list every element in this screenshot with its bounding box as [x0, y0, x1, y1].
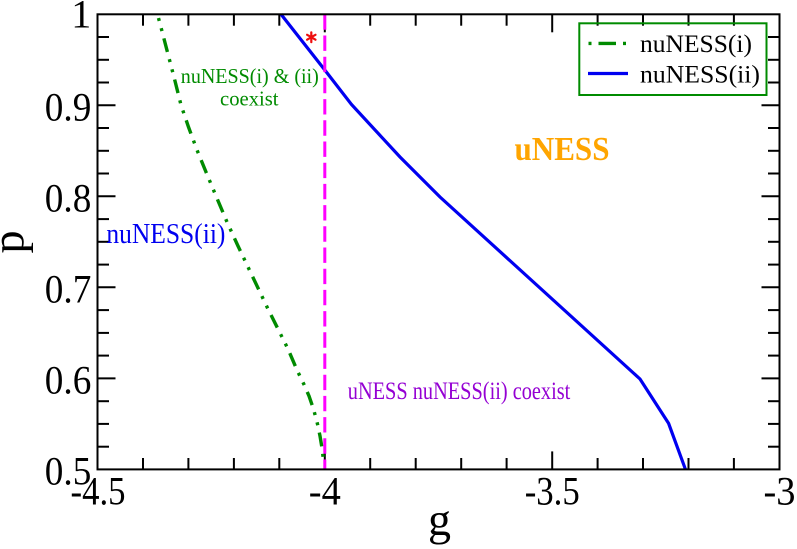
svg-text:0.8: 0.8	[45, 175, 92, 220]
svg-text:0.5: 0.5	[45, 448, 92, 493]
svg-text:-4: -4	[309, 469, 341, 514]
svg-text:nuNESS(i) & (ii): nuNESS(i) & (ii)	[181, 64, 319, 88]
svg-text:coexist: coexist	[220, 86, 279, 110]
svg-text:nuNESS(i): nuNESS(i)	[640, 31, 752, 58]
svg-text:0.7: 0.7	[45, 266, 92, 311]
svg-text:1: 1	[71, 0, 91, 37]
svg-text:nuNESS(ii): nuNESS(ii)	[640, 62, 760, 89]
svg-text:g: g	[428, 494, 451, 545]
svg-text:uNESS nuNESS(ii) coexist: uNESS nuNESS(ii) coexist	[348, 378, 571, 405]
svg-text:p: p	[0, 231, 34, 254]
svg-text:-3: -3	[764, 469, 796, 514]
svg-text:uNESS: uNESS	[515, 131, 610, 168]
svg-text:0.9: 0.9	[45, 84, 92, 129]
svg-text:-3.5: -3.5	[525, 469, 580, 514]
svg-text:-4.5: -4.5	[71, 469, 126, 514]
svg-text:nuNESS(ii): nuNESS(ii)	[106, 218, 225, 250]
svg-text:0.6: 0.6	[45, 357, 92, 402]
